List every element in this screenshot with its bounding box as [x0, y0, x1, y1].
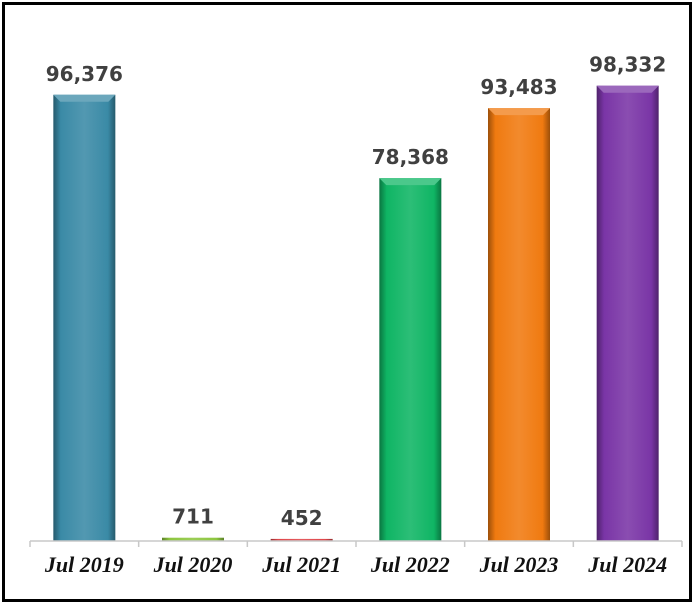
- bar-value-label: 96,376: [46, 62, 123, 86]
- x-tick-label: Jul 2022: [370, 552, 450, 577]
- bar-jul-2023: [488, 108, 550, 542]
- bar-value-label: 78,368: [372, 145, 449, 169]
- bar-bevel-top: [379, 178, 442, 186]
- bar-jul-2021: [270, 538, 333, 541]
- bar-value-label: 452: [281, 506, 323, 530]
- bar-jul-2024: [596, 85, 659, 541]
- x-tick-label: Jul 2023: [479, 552, 559, 577]
- bar-bevel-top: [596, 85, 659, 93]
- bar-value-label: 98,332: [589, 53, 666, 77]
- bar-value-label: 93,483: [480, 75, 557, 99]
- bars-group: [53, 85, 659, 542]
- x-tick-label: Jul 2024: [587, 552, 667, 577]
- x-tick-label: Jul 2020: [153, 552, 233, 577]
- bar-jul-2019: [53, 94, 116, 542]
- bar-jul-2022: [379, 178, 442, 541]
- x-tick-label: Jul 2021: [261, 552, 341, 577]
- value-labels-group: 96,376 711 452 78,368 93,483 98,332: [46, 53, 667, 530]
- bar-value-label: 711: [172, 505, 214, 529]
- x-tick-labels-group: Jul 2019 Jul 2020 Jul 2021 Jul 2022 Jul 2023…: [44, 552, 667, 577]
- bar-bevel-top: [488, 108, 550, 116]
- x-tick-label: Jul 2019: [44, 552, 124, 577]
- bar-jul-2020: [162, 537, 224, 541]
- bar-bevel-top: [53, 94, 116, 102]
- x-axis-ticks: [29, 541, 683, 547]
